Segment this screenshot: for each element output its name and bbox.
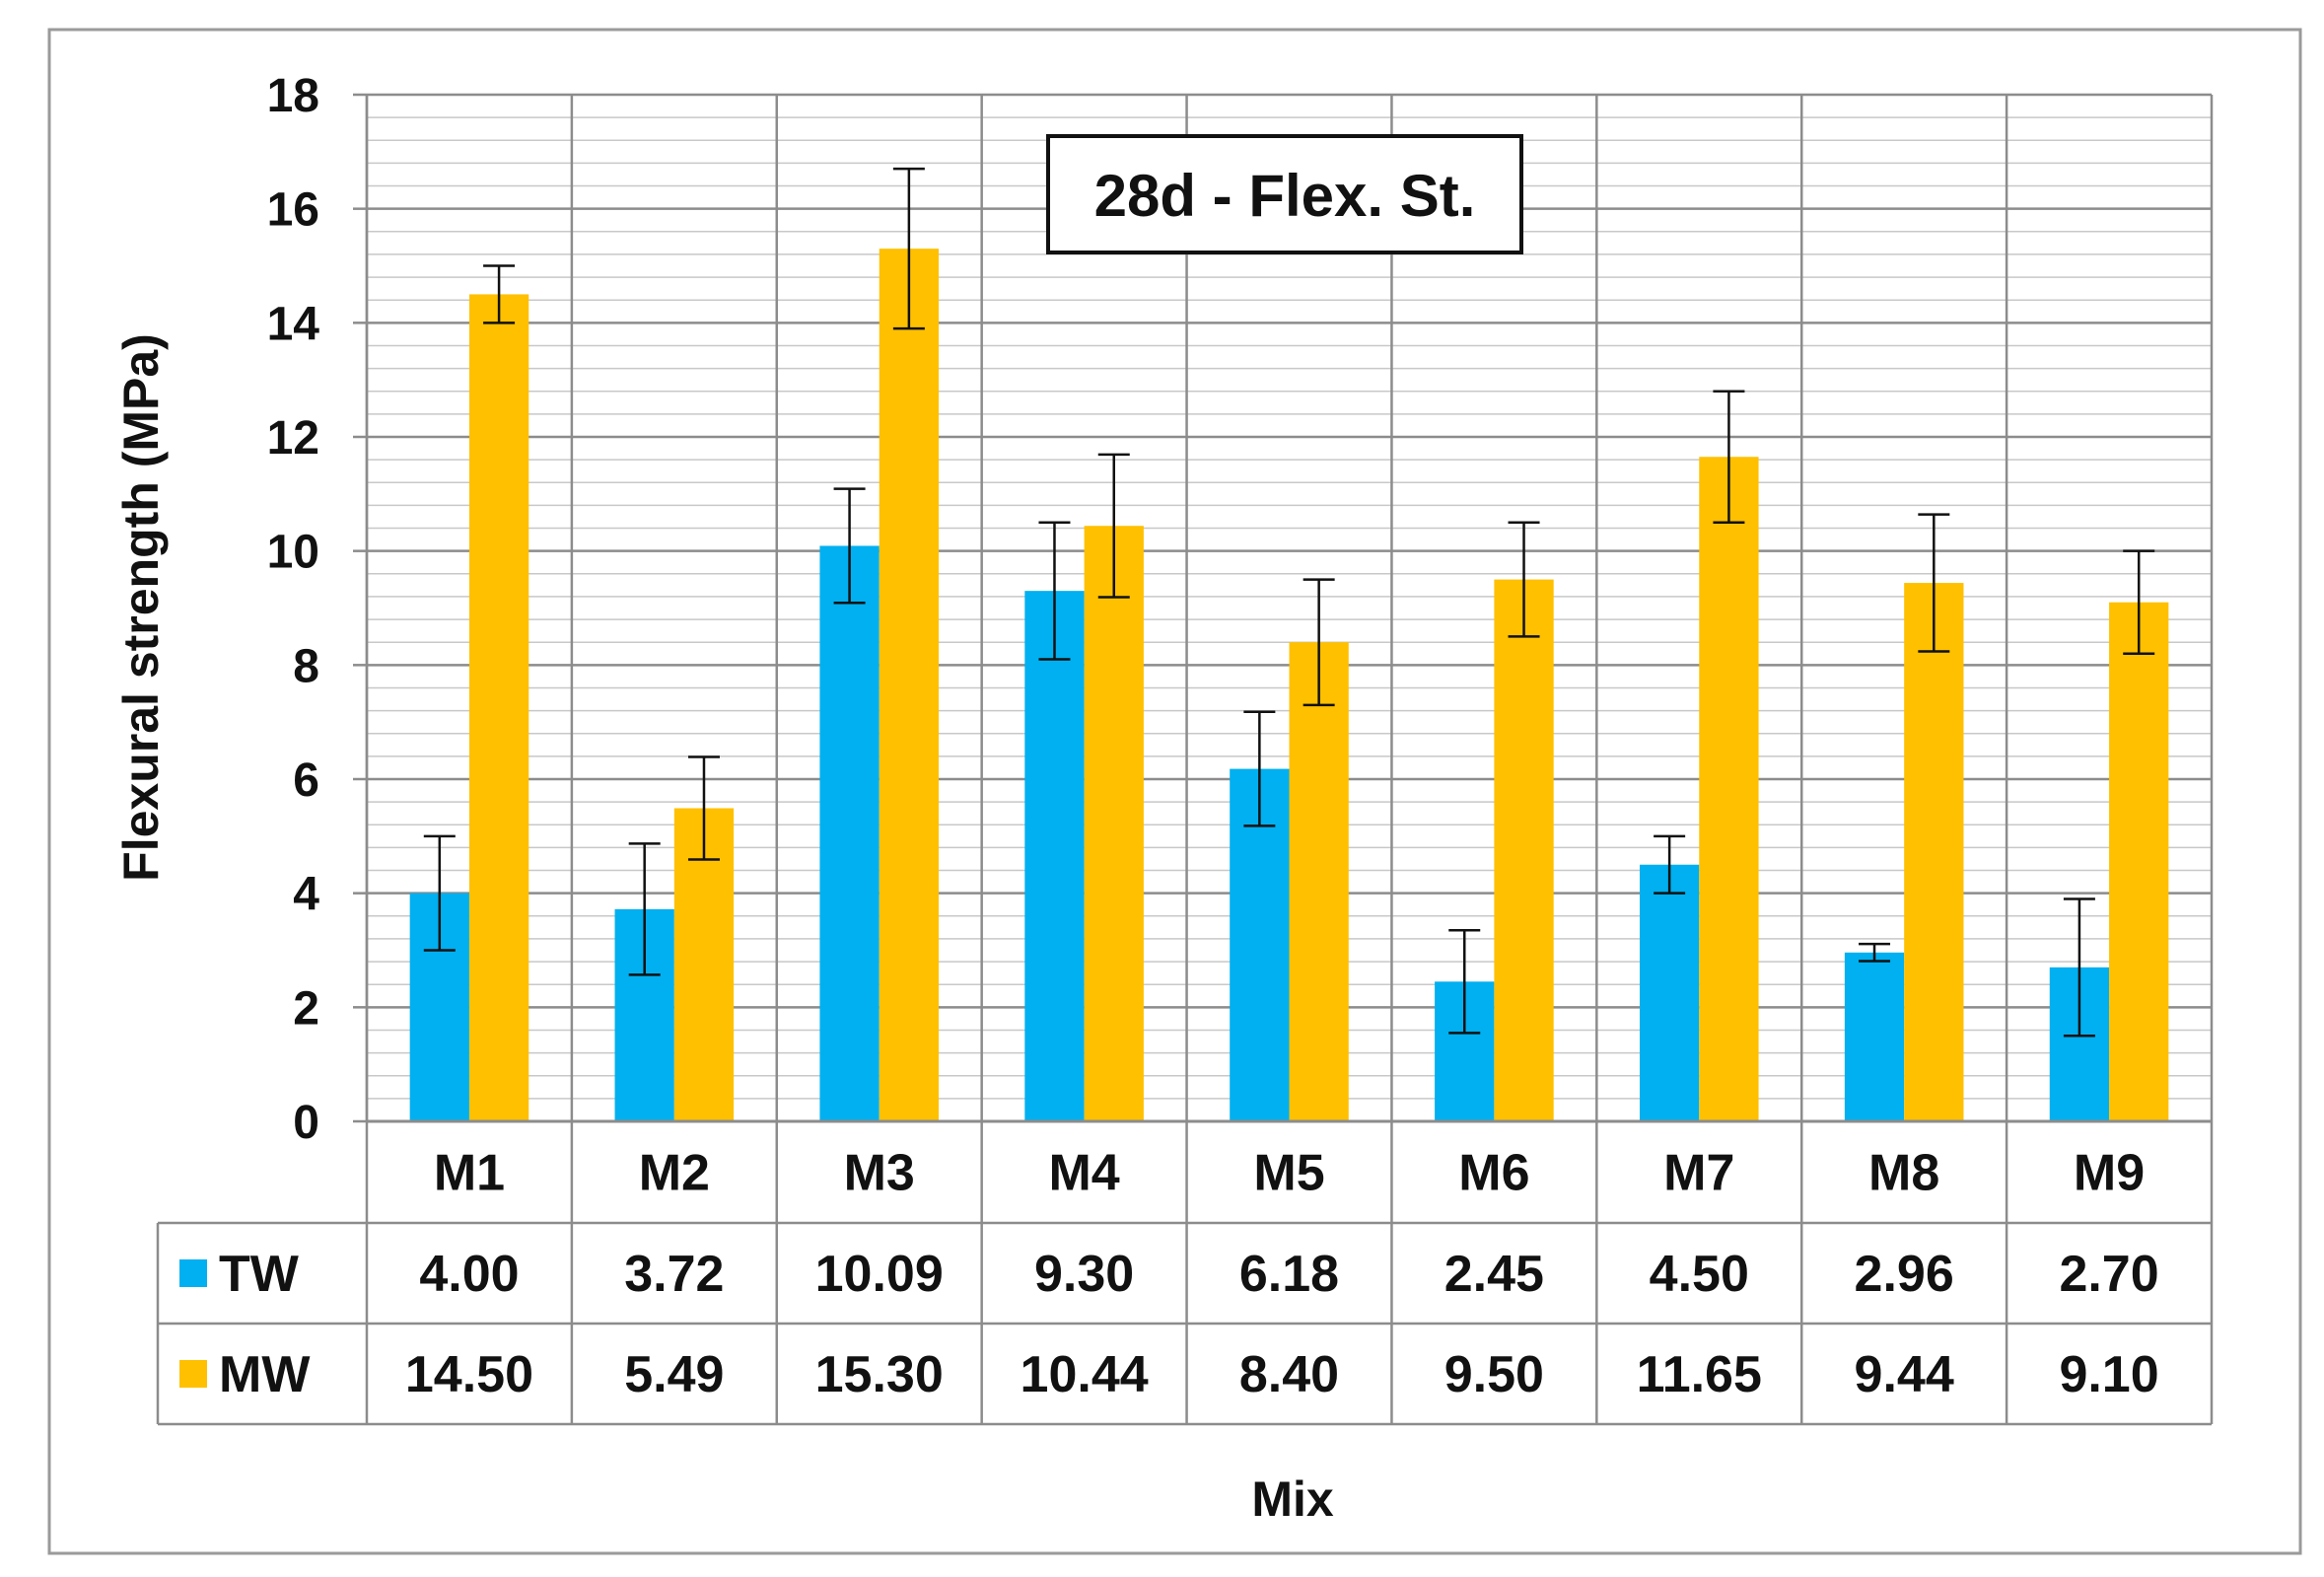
y-axis: 0 2 4 6 8 10 12 14 16 18 — [267, 70, 369, 1149]
data-label-mw-m1: 14.50 — [405, 1346, 533, 1403]
data-label-tw-m4: 9.30 — [1034, 1246, 1134, 1303]
y-tick-label: 6 — [293, 754, 319, 807]
bar-mw-m6 — [1494, 579, 1554, 1121]
bar-mw-m1 — [468, 294, 529, 1122]
data-label-mw-m3: 15.30 — [815, 1346, 944, 1403]
data-label-mw-m2: 5.49 — [624, 1346, 724, 1403]
y-tick-label: 10 — [267, 527, 319, 579]
data-label-mw-m6: 9.50 — [1444, 1346, 1544, 1403]
data-table: M1 M2 M3 M4 M5 M6 M7 M8 M9 TW 4.00 3.72 10.09 9.30 6.1… — [156, 1119, 2212, 1426]
category-label-m4: M4 — [1048, 1145, 1119, 1202]
chart-title-box: 28d - Flex. St. — [1046, 134, 1523, 254]
data-label-tw-m2: 3.72 — [624, 1246, 724, 1303]
y-tick-label: 8 — [293, 640, 319, 692]
data-label-mw-m4: 10.44 — [1021, 1346, 1149, 1403]
data-label-tw-m3: 10.09 — [815, 1246, 944, 1303]
data-label-mw-m9: 9.10 — [2059, 1346, 2158, 1403]
category-label-m2: M2 — [639, 1145, 710, 1202]
legend-key-mw — [179, 1360, 207, 1388]
bar-mw-m7 — [1699, 457, 1759, 1121]
bar-mw-m5 — [1289, 642, 1349, 1121]
error-bars — [423, 167, 2155, 1038]
category-label-m1: M1 — [434, 1145, 505, 1202]
bar-mw-m8 — [1904, 583, 1964, 1121]
legend-key-tw — [179, 1259, 207, 1287]
bar-tw-m7 — [1639, 864, 1700, 1121]
y-tick-label: 14 — [267, 298, 320, 350]
legend-label-mw: MW — [219, 1346, 311, 1403]
data-label-mw-m5: 8.40 — [1239, 1346, 1339, 1403]
y-tick-label: 2 — [293, 982, 319, 1035]
bar-tw-m5 — [1230, 768, 1290, 1121]
category-label-m7: M7 — [1663, 1145, 1734, 1202]
legend-label-tw: TW — [219, 1246, 300, 1303]
chart-title: 28d - Flex. St. — [1094, 163, 1476, 229]
bar-mw-m4 — [1084, 526, 1144, 1121]
y-tick-label: 4 — [293, 869, 319, 921]
data-label-tw-m9: 2.70 — [2059, 1246, 2158, 1303]
bar-tw-m3 — [819, 545, 880, 1121]
x-axis-title: Mix — [1251, 1471, 1334, 1527]
bar-mw-m9 — [2109, 602, 2169, 1121]
category-label-m3: M3 — [844, 1145, 915, 1202]
bar-tw-m4 — [1024, 591, 1085, 1121]
data-label-tw-m6: 2.45 — [1444, 1246, 1544, 1303]
data-label-tw-m7: 4.50 — [1650, 1246, 1749, 1303]
data-label-mw-m7: 11.65 — [1637, 1346, 1762, 1403]
bar-tw-m8 — [1844, 952, 1905, 1121]
category-label-m8: M8 — [1868, 1145, 1939, 1202]
y-tick-label: 18 — [267, 70, 319, 122]
data-label-tw-m8: 2.96 — [1855, 1246, 1954, 1303]
data-label-mw-m8: 9.44 — [1855, 1346, 1954, 1403]
category-label-m9: M9 — [2074, 1145, 2145, 1202]
data-label-tw-m5: 6.18 — [1239, 1246, 1339, 1303]
data-label-tw-m1: 4.00 — [419, 1246, 519, 1303]
bar-mw-m3 — [879, 249, 940, 1121]
bars — [409, 249, 2169, 1122]
y-axis-title: Flexural strength (MPa) — [113, 333, 169, 882]
category-label-m6: M6 — [1458, 1145, 1529, 1202]
category-label-m5: M5 — [1253, 1145, 1324, 1202]
y-tick-label: 0 — [293, 1097, 319, 1149]
y-tick-label: 12 — [267, 412, 319, 465]
y-tick-label: 16 — [267, 184, 319, 237]
